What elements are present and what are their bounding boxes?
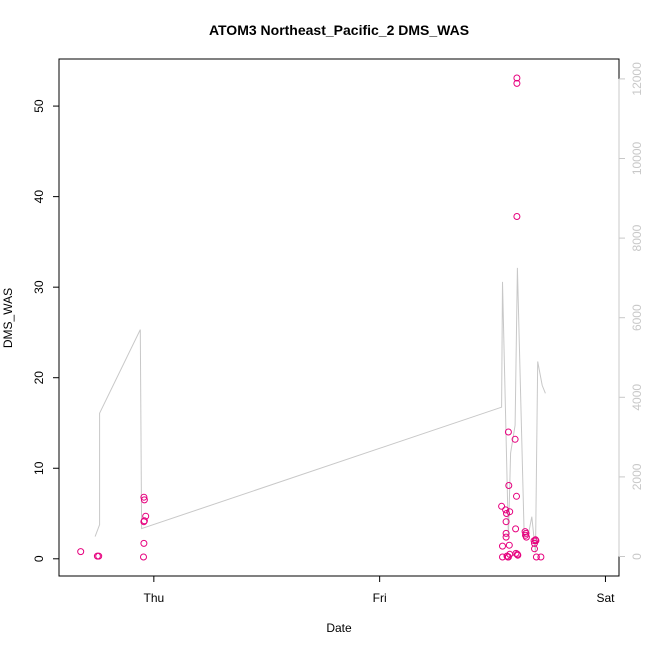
- data-point: [512, 549, 520, 557]
- y2-tick-label: 4000: [630, 384, 644, 411]
- y2-tick-label: 12000: [630, 62, 644, 96]
- data-point: [502, 518, 510, 526]
- plot-frame: [58, 58, 620, 577]
- y2-tick-label: 6000: [630, 304, 644, 331]
- data-point: [532, 537, 540, 545]
- data-point: [140, 493, 148, 501]
- data-point: [512, 525, 520, 533]
- data-point: [502, 506, 510, 514]
- y-tick-label: 10: [32, 461, 46, 475]
- y-tick-label: 40: [32, 190, 46, 204]
- data-point: [499, 542, 506, 550]
- y2-tick-label: 2000: [630, 463, 644, 490]
- data-point: [537, 553, 545, 561]
- data-point: [140, 539, 148, 547]
- x-tick-label: Sat: [596, 591, 615, 605]
- y-tick-label: 0: [32, 555, 46, 562]
- data-point: [505, 482, 513, 489]
- point-series: [77, 74, 545, 561]
- data-point: [532, 553, 540, 561]
- series-line: [94, 267, 546, 553]
- data-point: [140, 496, 148, 504]
- data-point: [513, 74, 521, 82]
- data-point: [504, 428, 512, 436]
- y2-tick-label: 0: [630, 553, 644, 560]
- data-point: [77, 548, 85, 556]
- data-point: [511, 435, 519, 443]
- data-point: [142, 512, 150, 520]
- data-point: [514, 551, 522, 559]
- data-point: [522, 529, 530, 537]
- data-point: [498, 502, 506, 510]
- x-tick-label: Fri: [373, 591, 387, 605]
- data-point: [502, 529, 510, 537]
- data-point: [505, 541, 513, 549]
- data-point: [513, 213, 521, 220]
- right-axis-line-series: [94, 267, 546, 553]
- y2-tick-label: 8000: [630, 224, 644, 251]
- y2-tick-label: 10000: [630, 141, 644, 175]
- data-point: [502, 533, 510, 541]
- data-point: [95, 552, 103, 560]
- chart-title: ATOM3 Northeast_Pacific_2 DMS_WAS: [209, 22, 469, 38]
- y-tick-label: 20: [32, 371, 46, 385]
- x-tick-label: Thu: [143, 591, 164, 605]
- y-axis-label: DMS_WAS: [1, 288, 15, 348]
- data-point: [531, 545, 538, 553]
- x-axis-label: Date: [326, 621, 352, 635]
- y-tick-label: 50: [32, 99, 46, 113]
- data-point: [140, 517, 148, 525]
- y-tick-label: 30: [32, 280, 46, 294]
- data-point: [140, 553, 147, 561]
- data-point: [513, 492, 520, 500]
- axes: 0 10 20 30 40 50 0 2000 4000 6000 8000 10000 12000 Th…: [32, 62, 644, 605]
- data-point: [506, 508, 514, 516]
- data-point: [522, 533, 530, 541]
- data-point: [513, 79, 521, 87]
